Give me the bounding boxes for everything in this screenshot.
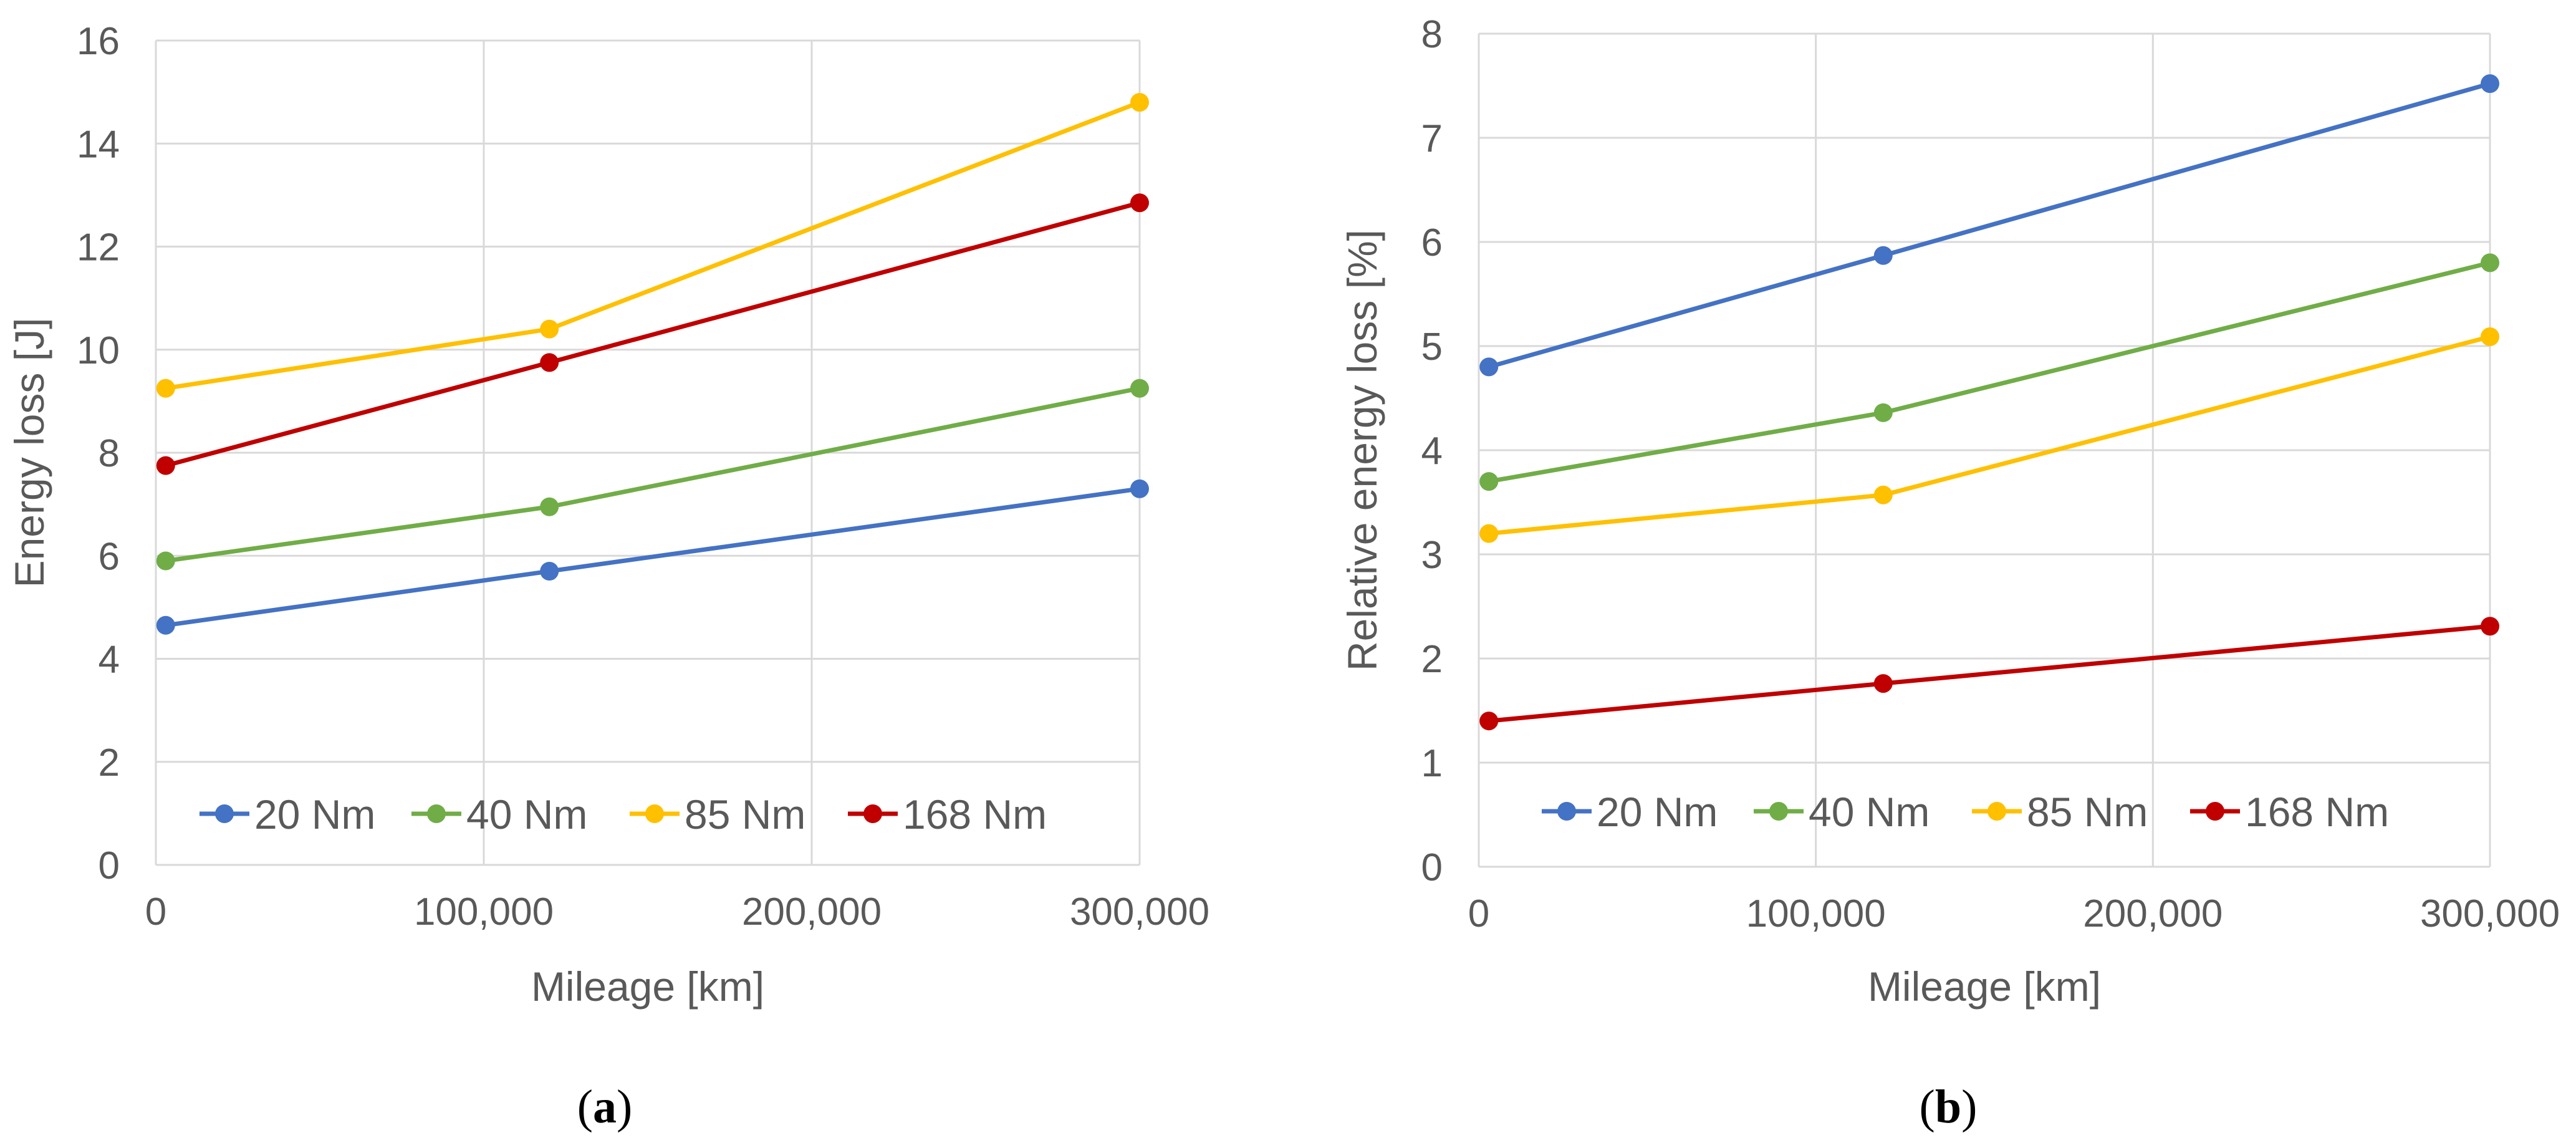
legend-label: 85 Nm (2027, 789, 2148, 835)
y-tick-label: 1 (1421, 742, 1443, 785)
x-tick-label: 300,000 (2420, 892, 2560, 935)
legend-label: 40 Nm (466, 791, 587, 837)
y-tick-label: 7 (1421, 117, 1443, 160)
legend: 20 Nm 40 Nm 85 Nm 168 Nm (199, 791, 1047, 837)
y-axis-title: Relative energy loss [%] (1339, 229, 1385, 671)
legend-swatch-marker (1987, 802, 2006, 821)
y-tick-label: 0 (99, 844, 120, 887)
y-tick-label: 6 (99, 535, 120, 578)
legend-swatch-marker (863, 804, 882, 823)
series-line-2 (1488, 334, 2491, 536)
series-line-2 (165, 100, 1141, 391)
data-point (540, 562, 559, 581)
data-point (156, 551, 175, 571)
legend-label: 85 Nm (685, 791, 805, 837)
data-point (1130, 193, 1149, 213)
data-point (2481, 617, 2499, 636)
y-tick-label: 6 (1421, 221, 1443, 264)
legend-swatch-marker (1557, 802, 1576, 821)
panel-label-b-open: ( (1920, 1081, 1935, 1133)
series-line-1 (1488, 261, 2491, 484)
panel-label-a-open: ( (577, 1081, 593, 1133)
data-point (156, 615, 175, 635)
series-line-1 (165, 386, 1140, 563)
legend-item: 20 Nm (1542, 789, 1718, 835)
x-axis-title: Mileage [km] (1868, 963, 2101, 1010)
legend-item: 20 Nm (199, 791, 375, 837)
y-tick-label: 8 (99, 432, 120, 475)
data-point (1873, 485, 1893, 504)
data-point (540, 319, 559, 339)
series-line-3 (165, 200, 1140, 468)
data-point (1479, 524, 1499, 543)
panel-label-a-close: ) (617, 1081, 632, 1133)
legend-label: 40 Nm (1809, 789, 1930, 835)
data-point (156, 379, 175, 398)
legend: 20 Nm 40 Nm 85 Nm 168 Nm (1542, 789, 2389, 835)
legend-swatch-marker (215, 804, 234, 823)
y-tick-label: 10 (77, 329, 120, 372)
legend-item: 40 Nm (1754, 789, 1930, 835)
data-point (1130, 93, 1149, 112)
legend-swatch-marker (645, 804, 664, 823)
x-tick-label: 200,000 (742, 890, 882, 933)
y-tick-label: 2 (1421, 638, 1443, 681)
y-tick-label: 0 (1421, 846, 1443, 889)
data-point (1479, 357, 1499, 377)
data-point (2481, 253, 2499, 272)
data-point (2481, 327, 2499, 346)
y-tick-label: 2 (99, 741, 120, 784)
legend-label: 20 Nm (254, 791, 375, 837)
y-tick-label: 16 (77, 20, 120, 63)
x-tick-label: 300,000 (1070, 890, 1209, 933)
legend-item: 85 Nm (1972, 789, 2148, 835)
x-axis-title: Mileage [km] (531, 963, 764, 1010)
x-tick-label: 200,000 (2083, 892, 2223, 935)
panel-label-a-letter: a (593, 1081, 617, 1133)
legend-item: 168 Nm (848, 791, 1047, 837)
x-tick-label: 0 (145, 890, 166, 933)
data-point (1130, 479, 1149, 498)
data-point (2481, 74, 2499, 94)
y-tick-label: 3 (1421, 534, 1443, 577)
data-point (540, 497, 559, 516)
data-point (1479, 711, 1499, 731)
y-tick-label: 4 (1421, 430, 1443, 473)
x-tick-label: 100,000 (414, 890, 554, 933)
panel-label-b-letter: b (1935, 1081, 1961, 1133)
legend-swatch-marker (427, 804, 446, 823)
x-tick-label: 100,000 (1746, 892, 1886, 935)
legend-label: 20 Nm (1597, 789, 1718, 835)
legend-item: 40 Nm (411, 791, 587, 837)
panel-label-b-close: ) (1961, 1081, 1977, 1133)
series-line-3 (1488, 624, 2491, 723)
legend-swatch-marker (1769, 802, 1788, 821)
y-axis-title: Energy loss [J] (6, 318, 52, 588)
chart-panel-a: 0 2 4 6 8 10 12 14 16 0 100,000 200,000 300,000 Milea… (6, 20, 1209, 1010)
legend-item: 168 Nm (2190, 789, 2389, 835)
panel-label-b: (b) (1920, 1081, 1978, 1133)
data-point (1873, 674, 1893, 693)
data-point (1130, 379, 1149, 398)
data-point (540, 353, 559, 372)
data-point (1873, 403, 1893, 422)
x-tick-label: 0 (1468, 892, 1489, 935)
y-tick-label: 12 (77, 226, 120, 269)
legend-label: 168 Nm (903, 791, 1047, 837)
legend-swatch-marker (2206, 802, 2224, 821)
series-line-0 (165, 486, 1140, 628)
legend-label: 168 Nm (2245, 789, 2389, 835)
y-tick-label: 14 (77, 123, 120, 166)
panel-label-a: (a) (577, 1081, 633, 1133)
chart-panel-b: 0 1 2 3 4 5 6 7 8 0 100,000 200,000 300,000 Mileage [… (1339, 13, 2560, 1010)
data-point (156, 456, 175, 475)
series-line-0 (1488, 81, 2491, 369)
y-tick-label: 4 (99, 639, 120, 682)
legend-item: 85 Nm (630, 791, 805, 837)
data-point (1873, 246, 1893, 265)
data-point (1479, 472, 1499, 491)
y-tick-label: 8 (1421, 13, 1443, 56)
y-tick-label: 5 (1421, 326, 1443, 369)
